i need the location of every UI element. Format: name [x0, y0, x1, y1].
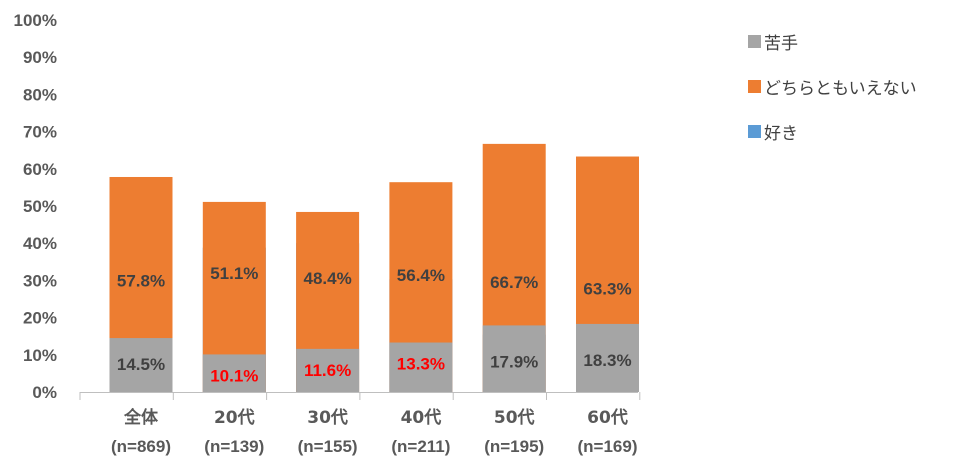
x-category-sample: (n=211): [391, 437, 450, 456]
legend-swatch: [748, 79, 761, 93]
data-label: 51.1%: [210, 264, 258, 283]
legend-label: 好き: [764, 123, 798, 144]
y-tick-label: 100%: [14, 11, 57, 30]
bar-segment: [202, 354, 266, 392]
y-tick-label: 70%: [23, 123, 57, 142]
x-category-label: 20代: [214, 407, 255, 428]
legend-label: どちらともいえない: [764, 78, 917, 99]
legend: 苦手どちらともいえない 好き: [748, 30, 917, 165]
y-tick-label: 80%: [23, 85, 57, 104]
bar-segment: [576, 323, 639, 392]
legend-swatch: [748, 124, 761, 138]
x-category-sample: (n=869): [111, 437, 171, 456]
y-tick-label: 90%: [23, 48, 57, 67]
x-category-label: 全体: [123, 407, 159, 428]
data-label: 66.7%: [490, 273, 538, 292]
data-label: 63.3%: [583, 279, 631, 298]
x-category-label: 40代: [401, 407, 442, 428]
data-label: 10.1%: [210, 366, 258, 385]
legend-swatch: [748, 34, 761, 48]
data-label: 11.6%: [304, 361, 351, 380]
legend-item: 苦手: [748, 30, 917, 54]
x-category-sample: (n=195): [484, 437, 544, 456]
x-category-sample: (n=139): [204, 437, 264, 456]
bar-segment: [482, 325, 546, 392]
x-category-sample: (n=169): [578, 437, 638, 456]
data-label: 18.3%: [583, 351, 631, 370]
data-label: 14.5%: [117, 355, 165, 374]
data-label: 17.9%: [490, 352, 538, 371]
legend-label: 苦手: [764, 33, 798, 54]
bar-segment: [109, 338, 173, 392]
x-category-label: 60代: [587, 407, 628, 428]
y-tick-label: 10%: [23, 346, 57, 365]
x-category-sample: (n=155): [298, 437, 358, 456]
bar-segment: [296, 348, 360, 392]
data-label: 57.8%: [117, 271, 165, 290]
data-label: 48.4%: [303, 269, 351, 288]
data-label: 56.4%: [397, 266, 445, 285]
bar-segment: [389, 342, 453, 392]
y-tick-label: 40%: [23, 234, 57, 253]
y-tick-label: 0%: [32, 383, 57, 402]
data-label: 13.3%: [397, 355, 445, 374]
y-tick-label: 50%: [23, 197, 57, 216]
y-tick-label: 30%: [23, 271, 57, 290]
legend-item: どちらともいえない: [748, 75, 917, 99]
legend-item: 好き: [748, 120, 917, 144]
x-category-label: 50代: [494, 407, 535, 428]
y-tick-label: 20%: [23, 309, 57, 328]
y-tick-label: 60%: [23, 160, 57, 179]
x-category-label: 30代: [307, 407, 348, 428]
